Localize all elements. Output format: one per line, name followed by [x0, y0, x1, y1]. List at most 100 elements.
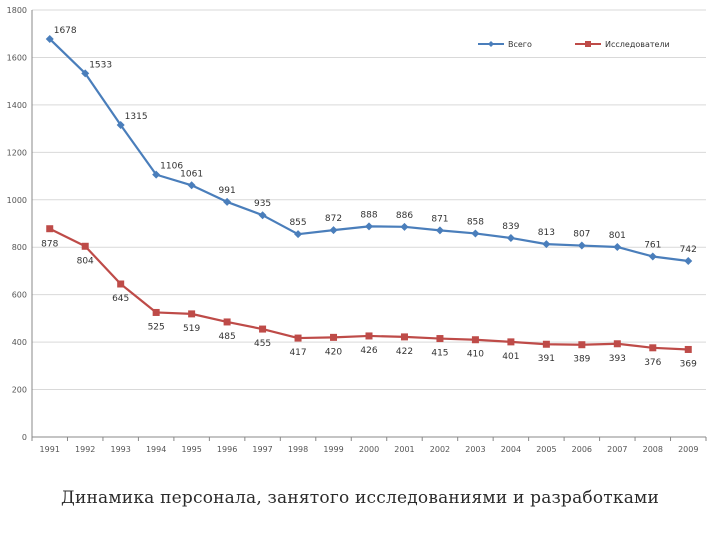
x-tick-label: 2004 — [501, 445, 521, 454]
data-point-total — [223, 197, 232, 206]
data-point-researchers — [613, 340, 621, 348]
data-label-total: 813 — [538, 228, 555, 238]
data-point-researchers — [223, 318, 231, 326]
data-point-researchers — [117, 280, 125, 288]
data-point-total — [506, 233, 515, 242]
data-point-total — [258, 211, 267, 220]
data-label-researchers: 420 — [325, 347, 342, 357]
legend-marker — [488, 41, 494, 47]
data-point-total — [471, 229, 480, 238]
y-tick-label: 800 — [12, 243, 27, 252]
data-point-researchers — [578, 341, 586, 349]
data-label-total: 871 — [431, 214, 448, 224]
x-tick-label: 1998 — [288, 445, 308, 454]
data-point-researchers — [507, 338, 515, 346]
data-label-total: 1533 — [89, 60, 112, 70]
x-tick-label: 1993 — [111, 445, 131, 454]
data-label-total: 855 — [289, 218, 306, 228]
data-label-total: 935 — [254, 199, 271, 209]
data-point-researchers — [365, 332, 373, 340]
x-tick-label: 2008 — [643, 445, 663, 454]
x-tick-label: 2007 — [607, 445, 627, 454]
x-tick-label: 1999 — [323, 445, 343, 454]
data-label-researchers: 389 — [573, 355, 590, 365]
data-point-total — [81, 69, 90, 78]
y-tick-label: 1600 — [7, 53, 27, 62]
data-point-researchers — [684, 345, 692, 353]
legend: Всего Исследователи — [478, 40, 670, 49]
data-point-total — [542, 240, 551, 249]
data-label-total: 858 — [467, 217, 484, 227]
data-label-total: 991 — [219, 186, 236, 196]
data-label-total: 872 — [325, 214, 342, 224]
data-label-researchers: 417 — [289, 348, 306, 358]
data-point-researchers — [81, 242, 89, 250]
x-tick-label: 1997 — [252, 445, 272, 454]
data-point-total — [435, 226, 444, 235]
data-label-researchers: 878 — [41, 240, 58, 250]
data-point-total — [45, 34, 54, 43]
data-label-total: 886 — [396, 211, 413, 221]
data-label-researchers: 376 — [644, 358, 661, 368]
data-label-total: 807 — [573, 230, 590, 240]
data-point-researchers — [188, 310, 196, 318]
y-tick-label: 1400 — [7, 101, 27, 110]
x-tick-label: 1992 — [75, 445, 95, 454]
data-point-total — [577, 241, 586, 250]
x-tick-label: 2009 — [678, 445, 698, 454]
y-tick-label: 600 — [12, 291, 27, 300]
data-label-researchers: 645 — [112, 294, 129, 304]
data-label-total: 1678 — [54, 26, 77, 36]
data-label-total: 1315 — [125, 112, 148, 122]
data-point-researchers — [259, 325, 267, 333]
x-tick-label: 2005 — [536, 445, 556, 454]
data-label-researchers: 410 — [467, 350, 484, 360]
data-label-researchers: 422 — [396, 347, 413, 357]
y-tick-label: 0 — [22, 433, 27, 442]
data-label-researchers: 391 — [538, 354, 555, 364]
data-label-total: 801 — [609, 231, 626, 241]
series — [45, 34, 693, 353]
data-point-total — [116, 121, 125, 130]
axes: 0 200 400 600 800 1000 1200 1400 1600 1800 1991 199… — [7, 6, 707, 454]
data-point-researchers — [436, 335, 444, 343]
y-tick-label: 1200 — [7, 148, 27, 157]
y-tick-label: 1000 — [7, 196, 27, 205]
data-point-researchers — [542, 340, 550, 348]
data-label-researchers: 525 — [148, 322, 165, 332]
x-tick-label: 1994 — [146, 445, 166, 454]
data-label-researchers: 393 — [609, 354, 626, 364]
x-tick-label: 2006 — [572, 445, 592, 454]
data-label-researchers: 804 — [77, 256, 94, 266]
x-tick-label: 2002 — [430, 445, 450, 454]
data-label-researchers: 369 — [680, 359, 697, 369]
legend-label: Всего — [508, 40, 532, 49]
data-label-total: 761 — [644, 240, 661, 250]
x-tick-label: 2001 — [394, 445, 414, 454]
data-point-researchers — [152, 308, 160, 316]
data-label-researchers: 426 — [360, 346, 377, 356]
data-point-total — [329, 226, 338, 235]
data-label-researchers: 415 — [431, 349, 448, 359]
data-point-total — [365, 222, 373, 231]
y-tick-label: 400 — [12, 338, 27, 347]
x-tick-label: 2003 — [465, 445, 485, 454]
data-point-total — [613, 242, 622, 251]
data-label-researchers: 519 — [183, 324, 200, 334]
data-point-researchers — [649, 344, 657, 352]
data-point-total — [187, 181, 196, 190]
x-tick-label: 1996 — [217, 445, 237, 454]
y-tick-label: 1800 — [7, 6, 27, 15]
data-point-researchers — [46, 225, 54, 233]
data-point-researchers — [400, 333, 408, 341]
data-label-total: 839 — [502, 222, 519, 232]
data-label-total: 742 — [680, 245, 697, 255]
legend-marker — [585, 41, 591, 47]
x-tick-label: 1991 — [40, 445, 60, 454]
data-point-total — [648, 252, 657, 261]
data-point-total — [294, 230, 303, 239]
grid-lines — [32, 9, 706, 438]
data-label-total: 1061 — [180, 169, 203, 179]
data-label-researchers: 485 — [219, 332, 236, 342]
